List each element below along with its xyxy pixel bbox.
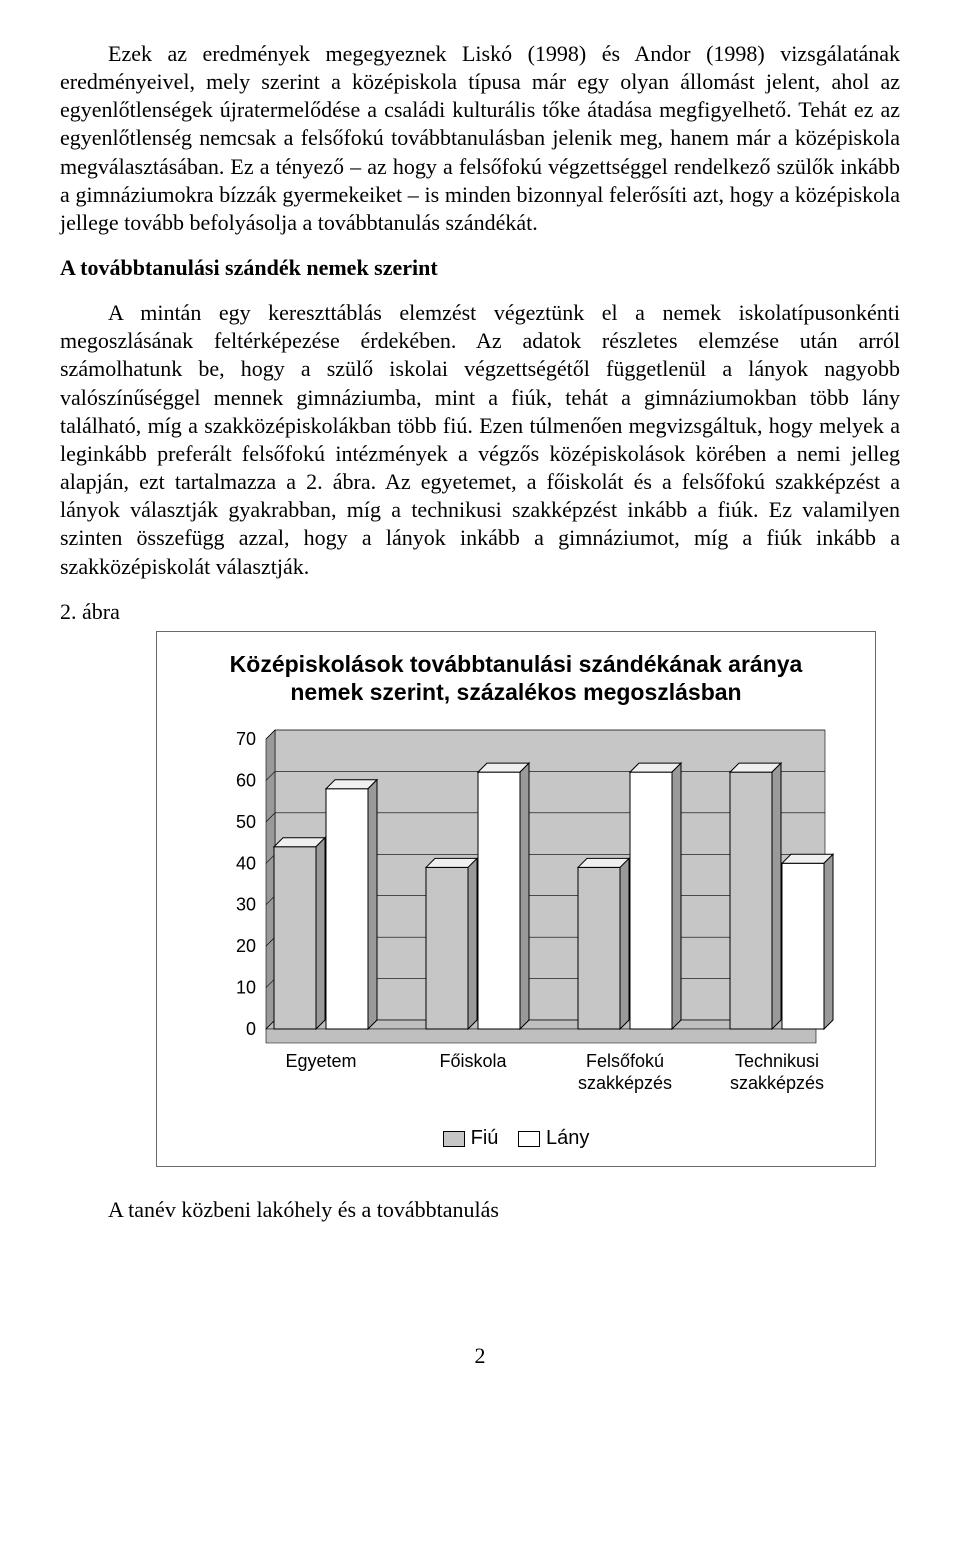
chart-title: Középiskolások továbbtanulási szándékána…: [181, 650, 851, 708]
svg-text:70: 70: [236, 729, 256, 749]
legend-label-fiu: Fiú: [471, 1127, 499, 1149]
svg-text:30: 30: [236, 895, 256, 915]
legend-swatch-lany: [518, 1131, 540, 1147]
svg-text:Felsőfokú: Felsőfokú: [586, 1051, 664, 1071]
svg-text:10: 10: [236, 978, 256, 998]
svg-text:0: 0: [246, 1019, 256, 1039]
chart-title-line-1: Középiskolások továbbtanulási szándékána…: [230, 651, 803, 677]
svg-text:50: 50: [236, 812, 256, 832]
paragraph-1: Ezek az eredmények megegyeznek Liskó (19…: [60, 40, 900, 237]
svg-text:szakképzés: szakképzés: [730, 1073, 824, 1093]
body-text-block-2: A mintán egy kereszttáblás elemzést vége…: [60, 299, 900, 581]
svg-text:szakképzés: szakképzés: [578, 1073, 672, 1093]
section-heading-1: A továbbtanulási szándék nemek szerint: [60, 255, 900, 281]
svg-text:Főiskola: Főiskola: [439, 1051, 507, 1071]
chart-container: Középiskolások továbbtanulási szándékána…: [156, 631, 876, 1168]
paragraph-2: A mintán egy kereszttáblás elemzést vége…: [60, 299, 900, 581]
svg-text:Egyetem: Egyetem: [285, 1051, 356, 1071]
legend-swatch-fiu: [443, 1131, 465, 1147]
bar-chart-svg: 010203040506070EgyetemFőiskolaFelsőfokús…: [196, 729, 836, 1109]
page: Ezek az eredmények megegyeznek Liskó (19…: [0, 0, 960, 1409]
chart-title-line-2: nemek szerint, százalékos megoszlásban: [290, 679, 741, 705]
chart-plot: 010203040506070EgyetemFőiskolaFelsőfokús…: [196, 729, 836, 1109]
svg-text:60: 60: [236, 771, 256, 791]
svg-text:Technikusi: Technikusi: [735, 1051, 819, 1071]
figure-label: 2. ábra: [60, 599, 900, 625]
svg-text:20: 20: [236, 936, 256, 956]
svg-text:40: 40: [236, 853, 256, 873]
page-number: 2: [60, 1343, 900, 1369]
body-text-block-1: Ezek az eredmények megegyeznek Liskó (19…: [60, 40, 900, 237]
section-heading-2: A tanév közbeni lakóhely és a továbbtanu…: [60, 1197, 900, 1223]
legend-label-lany: Lány: [546, 1127, 589, 1149]
chart-legend: Fiú Lány: [181, 1127, 851, 1150]
